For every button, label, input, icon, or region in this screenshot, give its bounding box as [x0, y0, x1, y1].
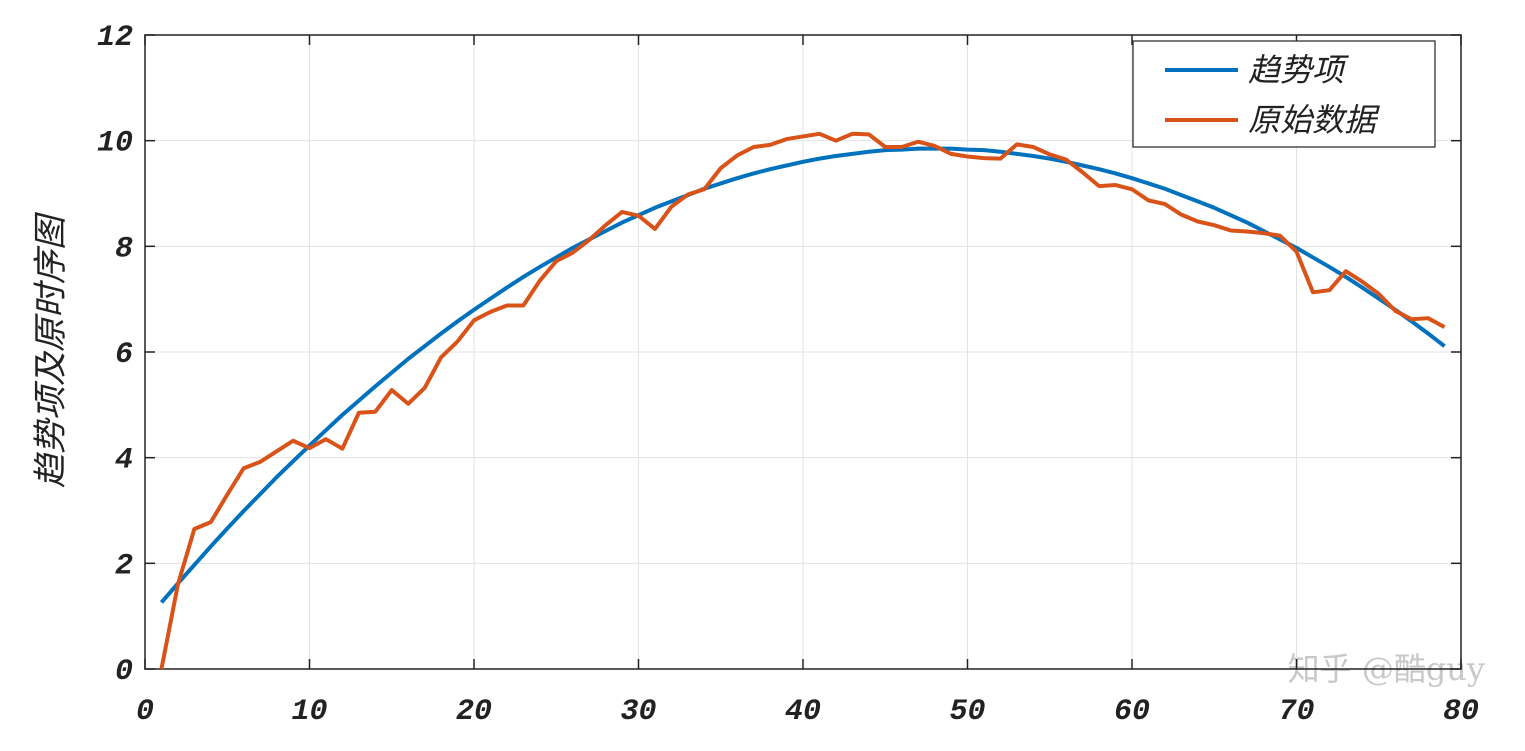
data-line	[159, 146, 1446, 604]
y-tick-label: 4	[115, 444, 133, 478]
x-tick-label: 60	[1114, 695, 1150, 729]
x-tick-label: 20	[456, 695, 492, 729]
y-tick-label: 0	[115, 655, 133, 689]
x-tick-label: 40	[785, 695, 821, 729]
y-axis-label: 趋势项及原时序图	[31, 212, 71, 488]
legend-box	[1132, 40, 1436, 148]
x-tick-label: 30	[620, 695, 656, 729]
x-tick-label: 70	[1278, 695, 1314, 729]
x-tick-label: 10	[291, 695, 327, 729]
y-tick-label: 12	[97, 21, 133, 55]
x-tick-label: 0	[136, 695, 154, 729]
y-tick-label: 6	[115, 338, 133, 372]
legend-label: 原始数据	[1248, 101, 1380, 139]
plot-frame	[144, 34, 1462, 670]
y-tick-label: 2	[115, 549, 133, 583]
data-line	[159, 131, 1446, 670]
x-tick-label: 80	[1443, 695, 1479, 729]
legend-label: 趋势项	[1248, 51, 1349, 89]
x-tick-label: 50	[949, 695, 985, 729]
y-tick-label: 8	[115, 232, 133, 266]
y-tick-label: 10	[97, 127, 133, 161]
